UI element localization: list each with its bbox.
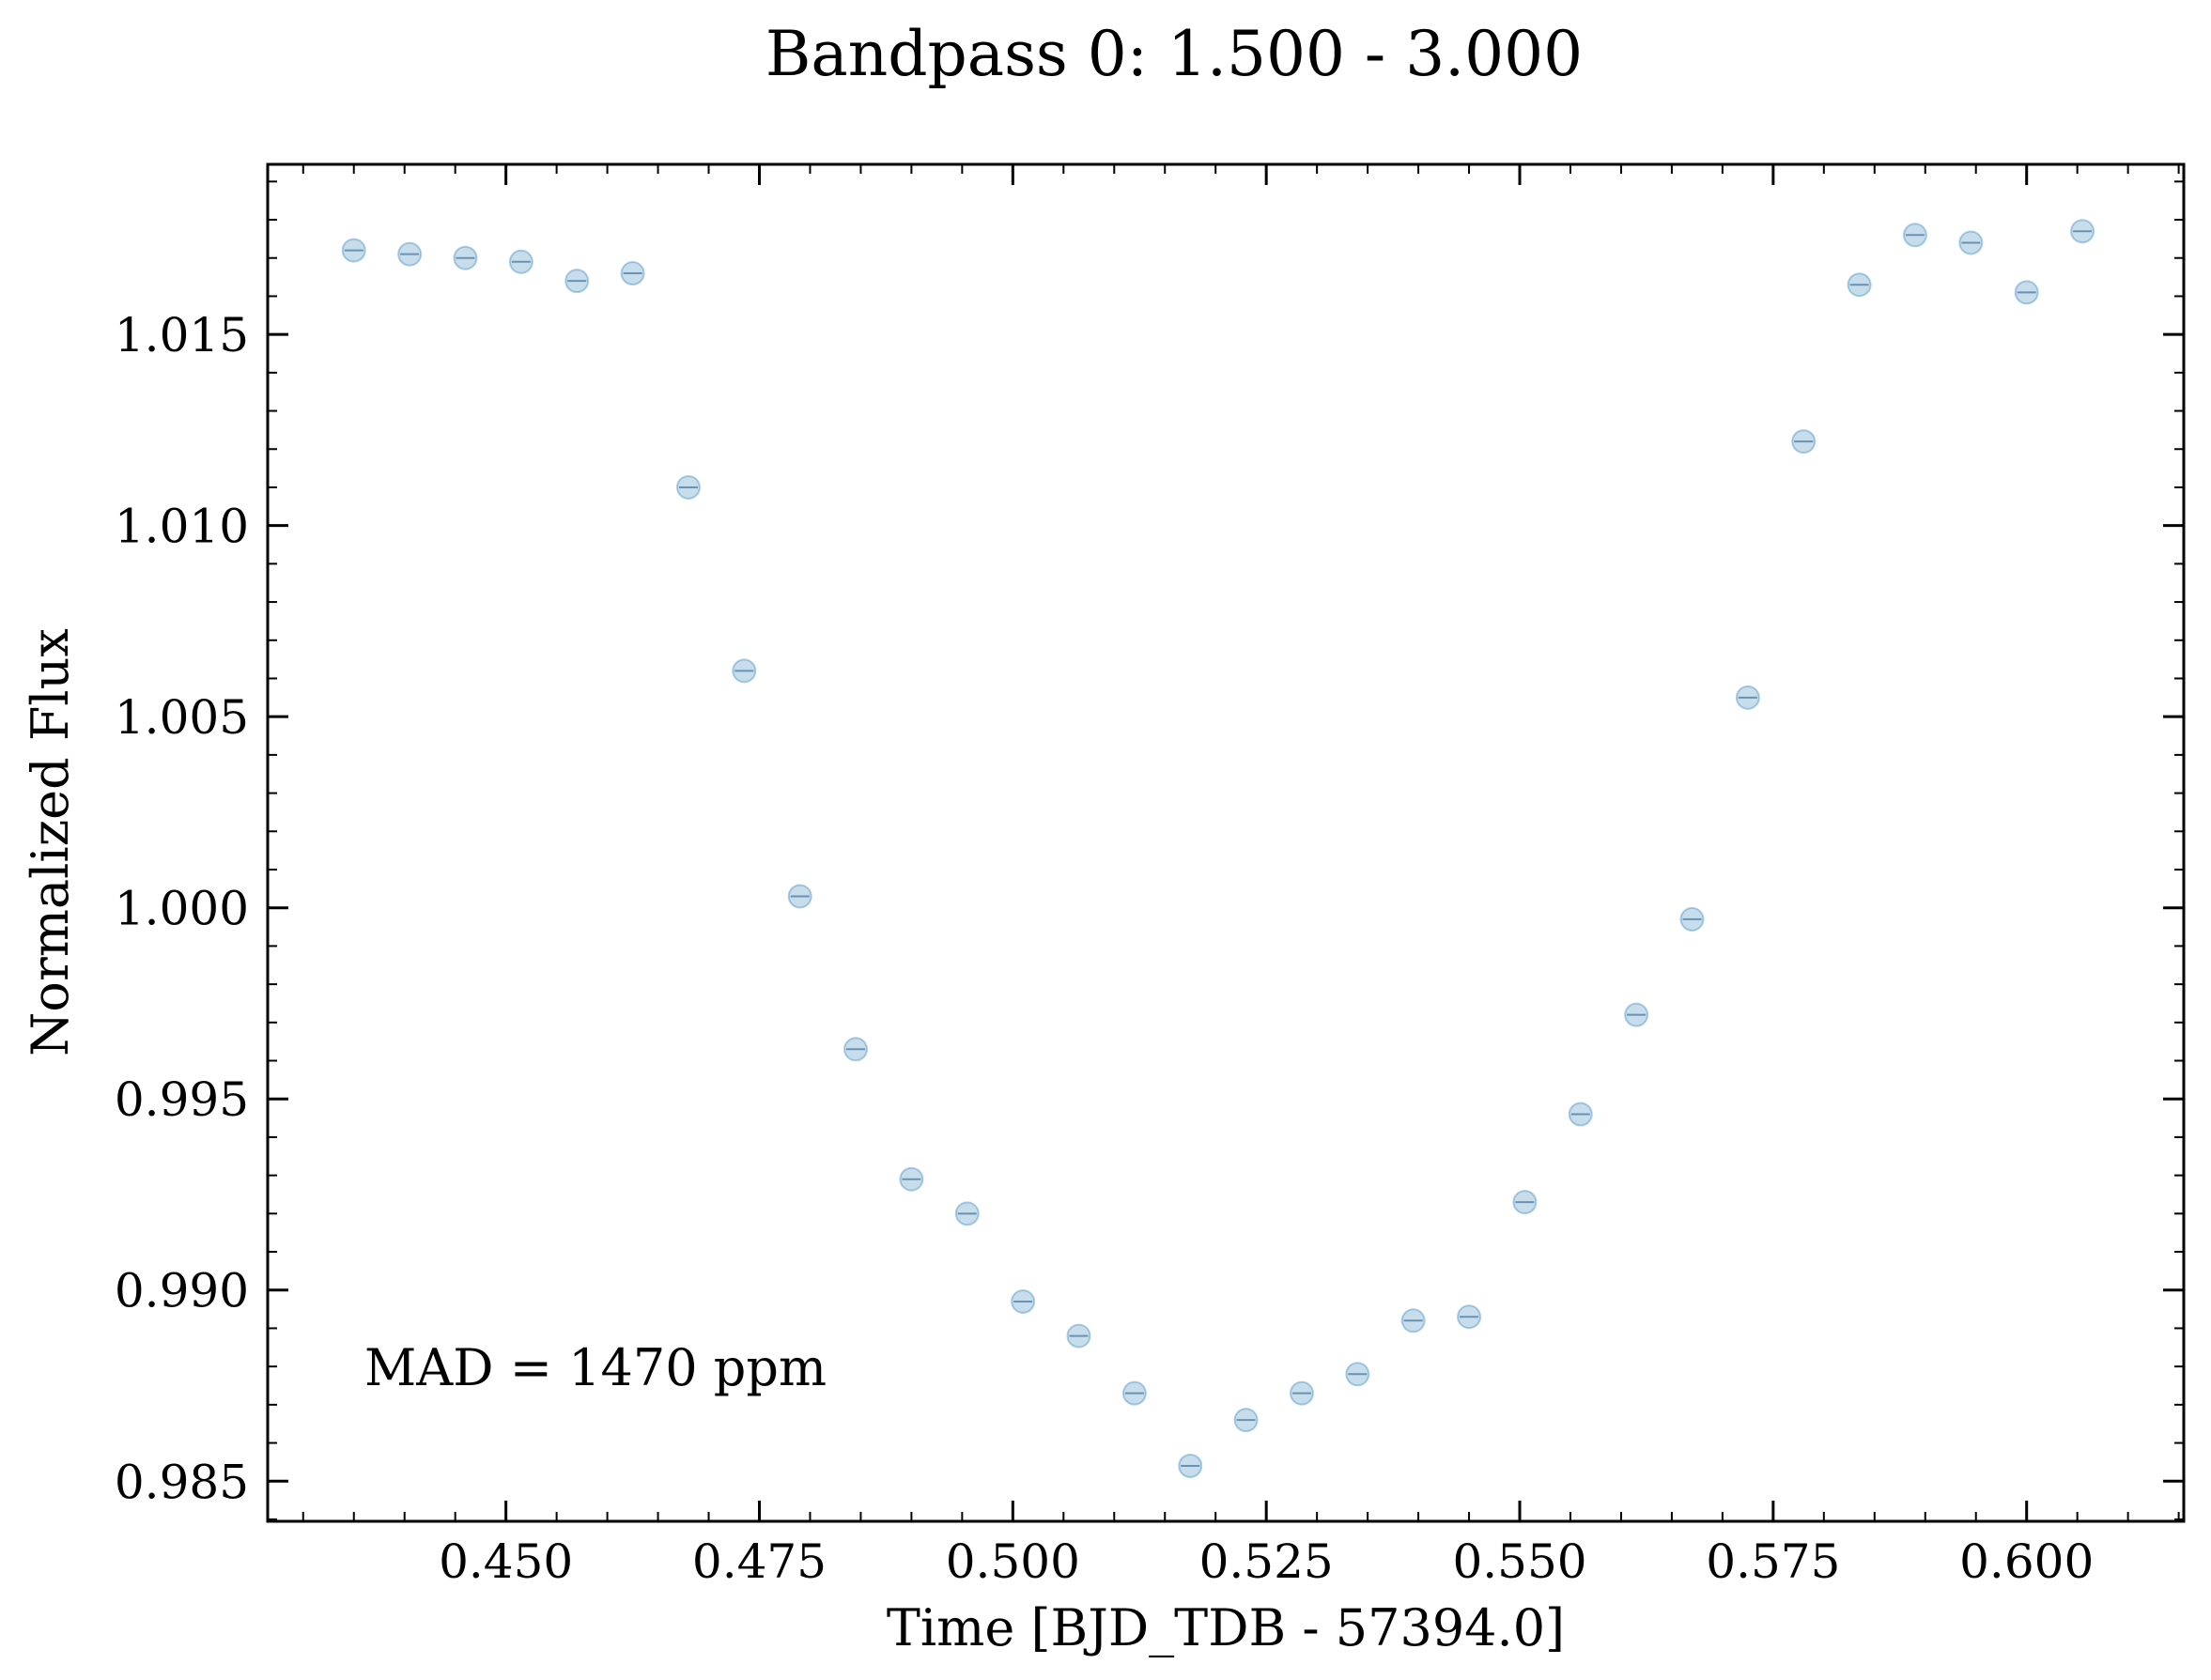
- x-tick-label: 0.500: [946, 1534, 1080, 1589]
- data-point: [732, 658, 757, 684]
- data-point: [1958, 230, 1984, 255]
- data-point: [843, 1037, 869, 1062]
- data-point: [1233, 1408, 1259, 1433]
- data-point: [954, 1201, 980, 1226]
- data-point: [1512, 1190, 1538, 1215]
- x-tick-label: 0.550: [1452, 1534, 1586, 1589]
- x-tick-label: 0.575: [1706, 1534, 1840, 1589]
- data-point: [1457, 1304, 1482, 1330]
- data-point: [1121, 1380, 1147, 1406]
- data-point: [1289, 1380, 1314, 1406]
- data-points: [341, 219, 2095, 1478]
- y-tick-label: 1.000: [115, 882, 249, 936]
- data-point: [1847, 272, 1872, 298]
- data-point: [564, 269, 590, 294]
- y-tick-label: 0.985: [115, 1455, 249, 1509]
- data-point: [397, 241, 423, 267]
- plot-frame: [266, 162, 2186, 1523]
- x-tick-label: 0.600: [1959, 1534, 2094, 1589]
- data-point: [1011, 1288, 1036, 1314]
- data-point: [1066, 1323, 1091, 1349]
- data-point: [1345, 1362, 1370, 1387]
- data-point: [341, 238, 366, 263]
- data-point: [2070, 219, 2095, 244]
- data-point: [787, 884, 812, 909]
- y-tick-label: 1.005: [115, 690, 249, 745]
- data-point: [1679, 906, 1705, 932]
- y-tick-label: 0.990: [115, 1264, 249, 1318]
- y-tick-label: 0.995: [115, 1072, 249, 1127]
- x-tick-label: 0.475: [692, 1534, 827, 1589]
- data-point: [2014, 280, 2039, 305]
- data-point: [1791, 429, 1817, 455]
- data-point: [1902, 223, 1927, 248]
- data-point: [1178, 1453, 1203, 1478]
- data-point: [508, 249, 533, 274]
- x-axis-label: Time [BJD_TDB - 57394.0]: [887, 1598, 1565, 1657]
- data-point: [1400, 1308, 1426, 1333]
- chart-title: Bandpass 0: 1.500 - 3.000: [765, 18, 1583, 90]
- data-point: [899, 1166, 924, 1192]
- data-point: [1735, 685, 1760, 710]
- y-axis-label: Normalized Flux: [21, 628, 80, 1056]
- axis-ticks: [268, 164, 2184, 1521]
- data-point: [675, 474, 701, 500]
- y-tick-label: 1.010: [115, 500, 249, 554]
- x-tick-label: 0.525: [1199, 1534, 1334, 1589]
- x-tick-label: 0.450: [439, 1534, 573, 1589]
- data-point: [453, 245, 478, 270]
- mad-annotation: MAD = 1470 ppm: [364, 1338, 827, 1397]
- data-point: [1624, 1002, 1649, 1027]
- tick-labels: 0.450 0.475 0.500 0.525 0.550 0.575 0.600 0.985…: [115, 308, 2094, 1589]
- data-point: [620, 261, 645, 286]
- data-point: [1568, 1102, 1593, 1127]
- y-tick-label: 1.015: [115, 308, 249, 362]
